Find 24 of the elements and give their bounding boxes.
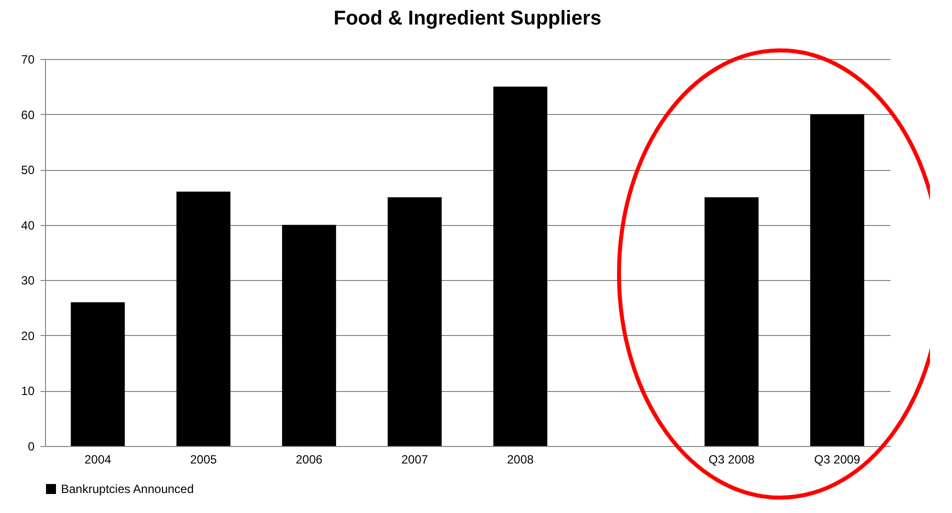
x-tick-label: 2007 xyxy=(401,452,428,466)
x-tick-label: 2004 xyxy=(84,452,112,466)
bar xyxy=(70,302,125,446)
bar xyxy=(282,224,336,446)
y-tick-label: 30 xyxy=(21,274,35,288)
bar xyxy=(704,197,759,446)
y-tick-label: 60 xyxy=(21,108,35,122)
y-tick-label: 20 xyxy=(21,328,35,343)
x-tick-label: 2006 xyxy=(296,452,323,466)
legend-label: Bankruptcies Announced xyxy=(61,482,194,496)
y-tick-label: 70 xyxy=(21,52,35,66)
x-tick-label: 2008 xyxy=(506,452,534,466)
x-tick-label: Q3 2009 xyxy=(814,452,861,466)
chart-title: Food & Ingredient Suppliers xyxy=(334,7,602,30)
x-tick-label: Q3 2008 xyxy=(708,452,755,466)
bar xyxy=(810,114,864,446)
y-tick-label: 50 xyxy=(21,163,35,178)
x-tick-label: 2005 xyxy=(190,452,218,466)
y-tick-label: 40 xyxy=(21,218,35,232)
bar xyxy=(388,197,442,446)
y-tick-label: 10 xyxy=(21,384,35,398)
y-tick-label: 0 xyxy=(28,440,35,454)
bar xyxy=(176,192,230,446)
bar xyxy=(493,86,548,446)
